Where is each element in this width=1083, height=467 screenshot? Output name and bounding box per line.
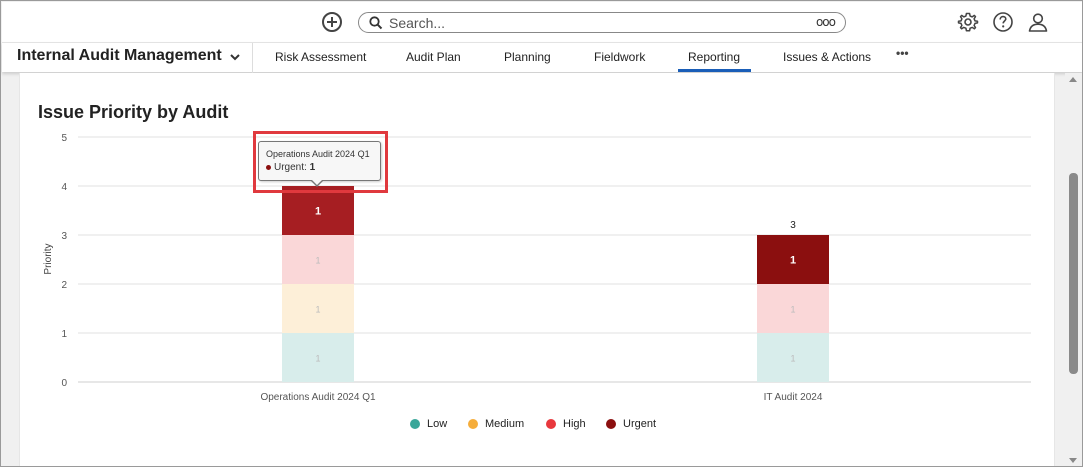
x-tick-label: Operations Audit 2024 Q1 [260, 392, 376, 403]
legend-swatch [606, 419, 616, 429]
scroll-up-arrow[interactable] [1069, 77, 1077, 82]
bar-segment [757, 333, 829, 382]
bar-segment [282, 284, 354, 333]
legend-item[interactable]: Urgent [606, 418, 656, 430]
x-tick-label: IT Audit 2024 [764, 392, 823, 403]
app-title[interactable]: Internal Audit Management [17, 47, 222, 64]
y-tick-label: 3 [61, 231, 67, 242]
chart-title: Issue Priority by Audit [38, 102, 229, 122]
nav-divider [252, 43, 253, 73]
y-tick-label: 5 [61, 133, 67, 144]
tooltip-series-name: Urgent: [274, 162, 307, 173]
legend-swatch [468, 419, 478, 429]
help-icon[interactable] [992, 11, 1014, 33]
tooltip-arrow [311, 180, 323, 187]
tooltip-title: Operations Audit 2024 Q1 [266, 149, 370, 159]
bar-segment-label: 1 [790, 305, 795, 315]
scrollbar-thumb[interactable] [1069, 173, 1078, 374]
tab-reporting[interactable]: Reporting [688, 50, 741, 64]
active-tab-indicator [678, 69, 751, 72]
bar-segment-label: 1 [790, 255, 796, 267]
more-tabs-button[interactable]: ••• [896, 46, 909, 60]
nav-bar: Internal Audit Management Risk Assessmen… [2, 42, 1082, 73]
tooltip-row: Urgent: 1 [266, 162, 315, 173]
y-tick-label: 0 [61, 378, 67, 389]
y-tick-label: 1 [61, 329, 67, 340]
legend-item[interactable]: High [546, 418, 586, 430]
tab-issues-actions[interactable]: Issues & Actions [783, 50, 872, 64]
legend-label: High [563, 418, 586, 430]
search-input[interactable] [389, 15, 789, 31]
y-tick-label: 4 [61, 182, 67, 193]
legend-swatch [546, 419, 556, 429]
bar-total-label: 3 [790, 220, 796, 231]
gear-icon[interactable] [957, 11, 979, 33]
legend-swatch [410, 419, 420, 429]
bar-segment [282, 186, 354, 235]
tab-audit-plan[interactable]: Audit Plan [406, 50, 461, 64]
tooltip-value: 1 [309, 162, 316, 173]
bar-segment-label: 1 [315, 305, 320, 315]
tab-risk-assessment[interactable]: Risk Assessment [275, 50, 367, 64]
search-options-button[interactable]: ooo [815, 15, 836, 29]
bar-segment-label: 1 [315, 354, 320, 364]
user-icon[interactable] [1027, 11, 1049, 33]
scroll-down-arrow[interactable] [1069, 458, 1077, 463]
highlight-box [253, 131, 388, 193]
chevron-down-icon[interactable] [229, 52, 241, 62]
bar-segment [282, 333, 354, 382]
y-axis-label: Priority [43, 243, 54, 274]
bar-segment-label: 1 [315, 256, 320, 266]
legend-label: Medium [485, 418, 525, 430]
bar-segment [757, 284, 829, 333]
legend-item[interactable]: Low [410, 418, 447, 430]
legend-label: Urgent [623, 418, 657, 430]
chart-tooltip: Operations Audit 2024 Q1 Urgent: 1 [258, 141, 381, 187]
top-bar: ooo [2, 2, 1082, 42]
bar-segment-label: 1 [315, 206, 321, 218]
bar-segment [282, 235, 354, 284]
chart-legend: Low Medium High Urgent [1, 418, 1082, 434]
report-panel [19, 73, 1055, 466]
tooltip-series-dot [266, 164, 271, 170]
bar-segment-label: 1 [790, 354, 795, 364]
search-bar[interactable]: ooo [358, 12, 846, 33]
legend-label: Low [427, 418, 448, 430]
add-icon[interactable] [322, 12, 342, 32]
legend-item[interactable]: Medium [468, 418, 524, 430]
search-icon [369, 16, 383, 30]
bar-segment [757, 235, 829, 284]
tab-planning[interactable]: Planning [504, 50, 551, 64]
y-tick-label: 2 [61, 280, 67, 291]
tab-fieldwork[interactable]: Fieldwork [594, 50, 646, 64]
